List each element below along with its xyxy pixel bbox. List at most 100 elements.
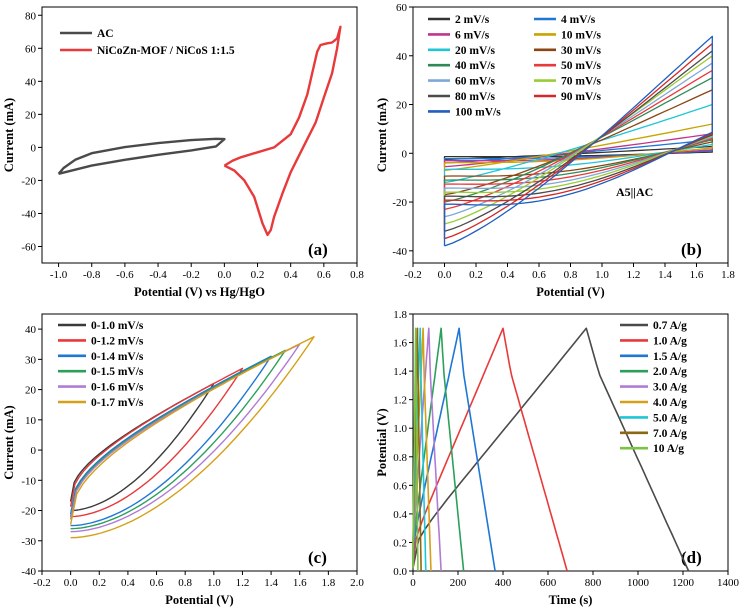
legend-entry: 10 mV/s	[561, 29, 601, 41]
legend-entry: 0.7 A/g	[653, 320, 687, 332]
legend-entry: 2 mV/s	[455, 14, 490, 26]
panel-label: (b)	[681, 240, 702, 259]
legend-entry: 1.5 A/g	[653, 351, 687, 363]
x-tick-label: 1200	[672, 577, 695, 589]
x-tick-label: 1.6	[690, 269, 704, 281]
series-line	[443, 89, 713, 196]
x-axis-label: Potential (V)	[165, 593, 233, 607]
x-tick-label: 0.6	[532, 269, 546, 281]
series-line	[412, 327, 690, 572]
legend-entry: 0-1.2 mV/s	[91, 335, 144, 347]
legend-entry: 0-1.6 mV/s	[91, 382, 144, 394]
legend-entry: 60 mV/s	[455, 76, 495, 88]
y-tick-label: 60	[396, 2, 408, 14]
legend-entry: 3.0 A/g	[653, 382, 687, 394]
x-tick-label: 0	[410, 577, 416, 589]
series-line	[443, 69, 713, 211]
legend-entry: 0-1.4 mV/s	[91, 351, 144, 363]
x-tick-label: 0.4	[284, 269, 298, 281]
x-tick-label: -0.4	[149, 269, 167, 281]
x-tick-label: 1.0	[595, 269, 609, 281]
x-tick-label: -0.6	[116, 269, 134, 281]
x-tick-label: -0.8	[83, 269, 101, 281]
y-tick-label: -40	[21, 208, 36, 220]
x-tick-label: 0.6	[150, 577, 164, 589]
y-tick-label: -20	[21, 175, 36, 187]
y-tick-label: -40	[21, 566, 36, 578]
y-tick-label: 10	[25, 415, 37, 427]
legend-entry: 50 mV/s	[561, 60, 601, 72]
series-line	[443, 42, 713, 240]
series-line	[223, 25, 342, 237]
x-tick-label: 1000	[627, 577, 650, 589]
legend-entry: 20 mV/s	[455, 45, 495, 57]
x-axis-label: Potential (V) vs Hg/HgO	[134, 285, 265, 299]
y-tick-label: 1.8	[393, 309, 407, 321]
legend-entry: 70 mV/s	[561, 76, 601, 88]
plot-frame	[41, 6, 358, 264]
plot-frame	[412, 313, 729, 572]
series-line	[443, 35, 713, 247]
x-tick-label: 1.2	[627, 269, 641, 281]
series-line	[412, 327, 496, 572]
series-line	[69, 355, 272, 527]
x-tick-label: -1.0	[50, 269, 68, 281]
y-tick-label: -30	[21, 536, 36, 548]
series-line	[412, 327, 442, 572]
y-tick-label: 0.6	[393, 480, 407, 492]
x-tick-label: 0.2	[251, 269, 265, 281]
x-tick-label: 0.8	[564, 269, 578, 281]
legend-entry: 0-1.0 mV/s	[91, 320, 144, 332]
y-tick-label: 0.0	[393, 566, 407, 578]
legend-entry: 40 mV/s	[455, 60, 495, 72]
y-tick-label: 30	[25, 354, 37, 366]
y-tick-label: -40	[392, 246, 407, 258]
x-tick-label: 0.0	[438, 269, 452, 281]
x-tick-label: 0.8	[350, 269, 364, 281]
legend-entry: 4 mV/s	[561, 14, 596, 26]
panel-2: -0.2 0.0 0.2 0.4 0.6 0.8 1.0 1.2 1.4 1.6 1.8 -40 -20…	[375, 2, 735, 299]
y-tick-label: -20	[21, 506, 36, 518]
y-tick-label: 1.2	[393, 395, 407, 407]
series-line	[443, 103, 713, 184]
series-line	[443, 62, 713, 218]
series-line	[57, 137, 226, 175]
x-tick-label: -0.2	[182, 269, 199, 281]
series-line	[443, 77, 713, 203]
x-tick-label: 1.8	[321, 577, 335, 589]
legend-entry: 7.0 A/g	[653, 428, 687, 440]
panel-label: (a)	[308, 240, 328, 259]
x-tick-label: 800	[585, 577, 602, 589]
legend-entry: 90 mV/s	[561, 91, 601, 103]
x-tick-label: 0.8	[178, 577, 192, 589]
x-tick-label: 0.0	[64, 577, 78, 589]
plot-frame	[41, 313, 358, 572]
x-axis-label: Time (s)	[549, 593, 593, 607]
y-tick-label: -20	[392, 197, 407, 209]
y-tick-label: 0	[31, 445, 37, 457]
x-tick-label: 1.4	[264, 577, 278, 589]
x-tick-label: 0.4	[501, 269, 515, 281]
legend-entry: 0-1.5 mV/s	[91, 366, 144, 378]
y-tick-label: 1.0	[393, 423, 407, 435]
x-tick-label: 1.6	[293, 577, 307, 589]
y-tick-label: 20	[25, 385, 37, 397]
legend-entry: 10 A/g	[653, 443, 684, 455]
legend-entry: AC	[97, 28, 114, 40]
x-tick-label: 400	[495, 577, 512, 589]
y-tick-label: 40	[25, 324, 37, 336]
x-tick-label: 200	[450, 577, 467, 589]
legend-entry: 4.0 A/g	[653, 397, 687, 409]
x-tick-label: -0.2	[404, 269, 421, 281]
y-tick-label: 60	[25, 43, 37, 55]
panel-label: (c)	[308, 548, 327, 567]
y-tick-label: 0.4	[393, 509, 407, 521]
x-tick-label: 1.4	[658, 269, 672, 281]
y-tick-label: -10	[21, 475, 36, 487]
x-tick-label: 0.2	[92, 577, 106, 589]
y-axis-label: Potential (V)	[375, 408, 389, 476]
series-line	[443, 50, 713, 232]
y-tick-label: 20	[25, 109, 37, 121]
y-tick-label: 1.6	[393, 338, 407, 350]
